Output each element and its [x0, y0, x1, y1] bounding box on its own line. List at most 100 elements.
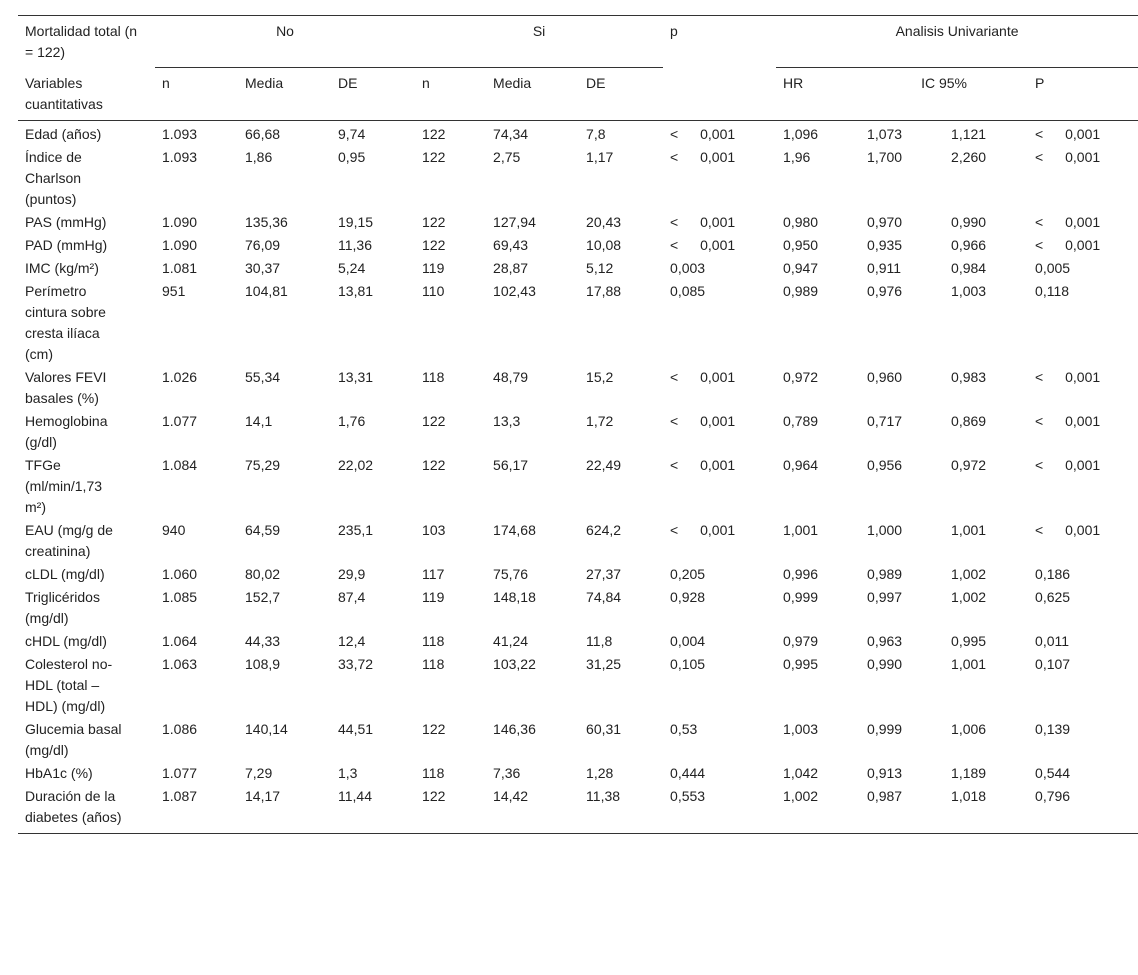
column-header: Variables cuantitativas — [18, 68, 155, 121]
cell: 135,36 — [245, 214, 288, 230]
cell: 0,205 — [670, 566, 706, 582]
column-header: n — [155, 68, 238, 121]
cell: 1,700 — [867, 149, 903, 165]
cell: 20,43 — [586, 214, 622, 230]
cell: 0,972 — [951, 457, 987, 473]
cell: 122 — [422, 413, 446, 429]
cell: 0,963 — [867, 633, 903, 649]
cell: 75,29 — [245, 457, 281, 473]
cell: 76,09 — [245, 237, 281, 253]
cell: < 0,001 — [1035, 126, 1101, 142]
cell: 0,553 — [670, 788, 706, 804]
table-body: Edad (años) 1.093 66,68 9,74 122 74,34 7,8 < 0,… — [18, 121, 1138, 833]
table-row: Perímetro cintura sobre cresta ilíaca (c… — [18, 280, 1138, 366]
cell: 122 — [422, 721, 446, 737]
cell: 1.064 — [162, 633, 198, 649]
cell: 66,68 — [245, 126, 281, 142]
cell: 1,003 — [951, 283, 987, 299]
cell: 0,444 — [670, 765, 706, 781]
cell: 152,7 — [245, 589, 281, 605]
cell: 11,36 — [338, 237, 372, 253]
cell: 1,121 — [951, 126, 987, 142]
cell: 10,08 — [586, 237, 622, 253]
cell: 12,4 — [338, 633, 366, 649]
row-label: EAU (mg/g de creatinina) — [25, 522, 113, 559]
table-row: PAS (mmHg) 1.090 135,36 19,15 122 127,94 20,43… — [18, 211, 1138, 234]
cell: 22,49 — [586, 457, 622, 473]
row-label: Índice de Charlson (puntos) — [25, 149, 82, 207]
cell: 0,003 — [670, 260, 706, 276]
cell: 1,002 — [951, 589, 987, 605]
cell: 940 — [162, 522, 186, 538]
cell: 75,76 — [493, 566, 529, 582]
column-header: n — [415, 68, 487, 121]
cell: 1,096 — [783, 126, 819, 142]
cell: 0,990 — [951, 214, 987, 230]
cell: 0,983 — [951, 369, 987, 385]
column-header: DE — [579, 68, 664, 121]
table-row: Edad (años) 1.093 66,68 9,74 122 74,34 7,8 < 0,… — [18, 121, 1138, 146]
column-header: Media — [238, 68, 331, 121]
cell: 0,964 — [783, 457, 819, 473]
cell: 951 — [162, 283, 186, 299]
cell: 122 — [422, 788, 446, 804]
cell: 0,999 — [867, 721, 903, 737]
cell: 1,189 — [951, 765, 987, 781]
cell: 55,34 — [245, 369, 281, 385]
column-header: DE — [331, 68, 416, 121]
cell: 0,995 — [951, 633, 987, 649]
cell: 102,43 — [493, 283, 536, 299]
cell: 122 — [422, 237, 446, 253]
cell: 60,31 — [586, 721, 622, 737]
cell: 110 — [422, 283, 445, 299]
column-header: IC 95% — [860, 68, 1029, 121]
empty-cell — [663, 68, 777, 121]
cell: 1,72 — [586, 413, 614, 429]
cell: 119 — [422, 260, 445, 276]
cell: 7,8 — [586, 126, 606, 142]
cell: 0,789 — [783, 413, 819, 429]
cell: 1,002 — [783, 788, 819, 804]
cell: 174,68 — [493, 522, 536, 538]
table-row: cHDL (mg/dl) 1.064 44,33 12,4 118 41,24 11,8 0,… — [18, 630, 1138, 653]
cell: 9,74 — [338, 126, 366, 142]
cell: 1,018 — [951, 788, 987, 804]
cell: 148,18 — [493, 589, 536, 605]
table-row: Duración de la diabetes (años) 1.087 14,17… — [18, 785, 1138, 833]
cell: < 0,001 — [670, 522, 736, 538]
row-label: cLDL (mg/dl) — [25, 566, 105, 582]
cell: 1.086 — [162, 721, 198, 737]
row-label: Edad (años) — [25, 126, 102, 142]
group-header: Analisis Univariante — [776, 16, 1138, 68]
cell: 0,987 — [867, 788, 903, 804]
cell: 0,990 — [867, 656, 903, 672]
cell: 1,86 — [245, 149, 273, 165]
cell: 140,14 — [245, 721, 288, 737]
cell: 0,947 — [783, 260, 819, 276]
cell: < 0,001 — [1035, 149, 1101, 165]
table-row: Valores FEVI basales (%) 1.026 55,34 13,31 1… — [18, 366, 1138, 410]
cell: 0,011 — [1035, 633, 1070, 649]
table-row: IMC (kg/m²) 1.081 30,37 5,24 119 28,87 5,12 0,0… — [18, 257, 1138, 280]
cell: 44,51 — [338, 721, 374, 737]
cell: 0,966 — [951, 237, 987, 253]
cell: 0,118 — [1035, 283, 1070, 299]
cell: < 0,001 — [1035, 457, 1101, 473]
cell: 0,989 — [867, 566, 903, 582]
cell: 1.026 — [162, 369, 198, 385]
row-label: Glucemia basal (mg/dl) — [25, 721, 122, 758]
cell: 0,928 — [670, 589, 706, 605]
cell: 0,913 — [867, 765, 903, 781]
cell: 1.090 — [162, 237, 198, 253]
cell: 146,36 — [493, 721, 536, 737]
cell: 1,006 — [951, 721, 987, 737]
cell: 1,001 — [783, 522, 819, 538]
cell: 1.084 — [162, 457, 198, 473]
cell: 0,935 — [867, 237, 903, 253]
cell: 0,979 — [783, 633, 819, 649]
cell: < 0,001 — [1035, 413, 1101, 429]
cell: 1,76 — [338, 413, 366, 429]
cell: 11,44 — [338, 788, 372, 804]
cell: 0,005 — [1035, 260, 1071, 276]
cell: 119 — [422, 589, 445, 605]
